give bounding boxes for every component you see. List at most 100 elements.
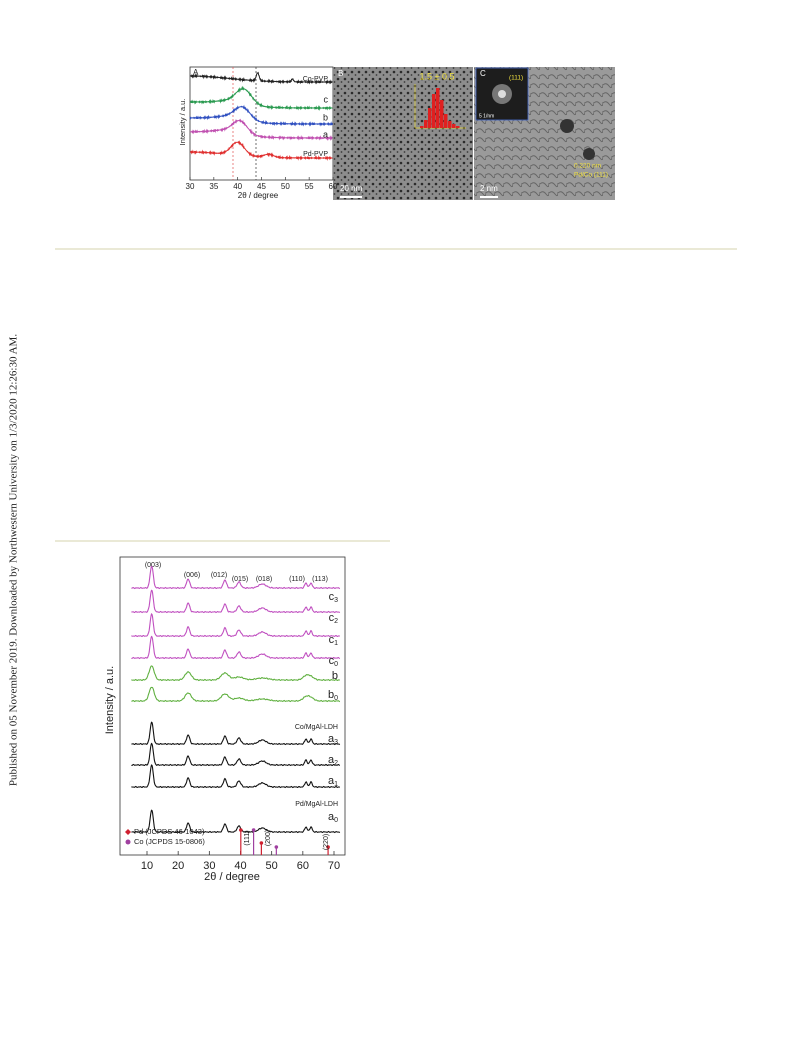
label-main: a [328,775,335,787]
size-label: 1.5 ± 0.5 [420,71,455,81]
peak-label: (110) [289,576,305,583]
scale-bar [340,196,362,198]
label-main: c [329,612,335,624]
xrd-curve [131,589,341,614]
fft-scale: 5 1/nm [479,113,494,119]
label-main: a [328,733,335,745]
peak-label: (003) [145,562,161,569]
xrd-curve [131,686,341,703]
label-sub: 0 [334,817,338,824]
label-sub: 0 [334,661,338,668]
scale-bar-label: 2 nm [480,184,498,193]
xrd-curve [131,613,340,638]
reference-label: (200) [265,830,272,846]
x-axis-label: 2θ / degree [204,871,260,883]
xrd-curve [131,635,341,660]
histogram-inset [414,84,466,129]
reference-head [259,841,264,845]
curve-label: Co/MgAl-LDH [295,724,338,731]
x-tick-label: 50 [266,860,278,872]
x-tick-label: 60 [297,860,309,872]
reference-label: (111) [244,830,251,845]
label-main: a [328,754,335,766]
spacing-label: 0.220 nm [574,163,601,170]
y-axis-label: Intensity / a.u. [104,666,116,734]
xrd-curve [131,665,340,682]
x-axis-label: 2θ / degree [238,191,279,200]
xrd-curve [189,85,333,111]
panel-label: A [193,68,199,77]
label-sub: 2 [334,760,338,767]
curve-label: a0 [328,811,338,824]
label-sub: 1 [334,781,338,788]
x-tick-label: 40 [234,860,246,872]
reference-head [251,828,256,832]
xrd-curve [189,140,333,161]
label-main: c [329,634,335,646]
panel-label: B [338,69,343,78]
reference-head [274,845,279,849]
xrd-curve [131,565,341,590]
x-tick-label: 30 [203,860,215,872]
label-sub: 1 [334,640,338,647]
histogram-bar [444,114,448,128]
curve-label: a1 [328,775,338,788]
histogram-bar [436,88,440,128]
label-sub: 2 [334,618,338,625]
curve-label: b [323,112,328,122]
x-tick-label: 45 [257,182,266,191]
plane-label: Pd/Co (111) [574,172,608,179]
histogram-bar [440,100,444,128]
x-tick-label: 70 [328,860,340,872]
x-tick-label: 30 [186,182,195,191]
particle [583,148,595,160]
side-note: Published on 05 November 2019. Downloade… [8,334,20,786]
histogram-bar [428,108,432,128]
xrd-curve [189,118,333,141]
x-tick-label: 50 [281,182,290,191]
label-sub: 3 [334,739,338,746]
legend-marker [125,839,131,845]
peak-label: (113) [312,576,328,583]
particle [560,119,574,133]
figure1-panel-c: C (111) 5 1/nm 2 nm 0.220 nm Pd/Co (111) [474,67,615,200]
curve-label: a [323,129,328,139]
xrd-curve [131,721,341,746]
histogram-bar [456,126,460,128]
fft-center [498,90,506,98]
histogram-bar [432,94,436,128]
curve-label: b [332,670,338,682]
curve-label: a2 [328,754,338,767]
reference-head [239,828,243,832]
figure1-panel-b: B 1.5 ± 0.5 20 nm [333,67,473,200]
fft-spot-label: (111) [509,75,523,82]
curve-label: Pd-PVP [303,151,328,158]
label-main: Pd/MgAl-LDH [295,801,338,808]
tem-image [333,67,473,200]
peak-label: (015) [232,576,248,583]
x-tick-label: 55 [305,182,314,191]
curve-label: a3 [328,733,338,746]
label-main: Co/MgAl-LDH [295,724,338,731]
curve-label: Co-PVP [303,76,329,83]
label-main: b [328,689,334,701]
x-tick-label: 40 [233,182,242,191]
xrd-curve [131,809,341,834]
y-axis-label: Intensity / a.u. [178,99,187,146]
panel-label: C [480,69,486,78]
label-main: b [332,670,338,682]
curve-label: c1 [329,634,339,647]
scale-bar-label: 20 nm [340,184,363,193]
reference-label: (220) [323,834,330,850]
label-sub: 0 [334,695,338,702]
histogram-bar [420,126,424,128]
scale-bar [480,196,498,198]
curve-label: b0 [328,689,338,702]
x-tick-label: 10 [141,860,153,872]
xrd-curve [131,764,341,789]
label-main: c [329,655,335,667]
histogram-bar [448,121,452,128]
curve-label: c3 [329,591,339,604]
reference-head [326,845,330,849]
